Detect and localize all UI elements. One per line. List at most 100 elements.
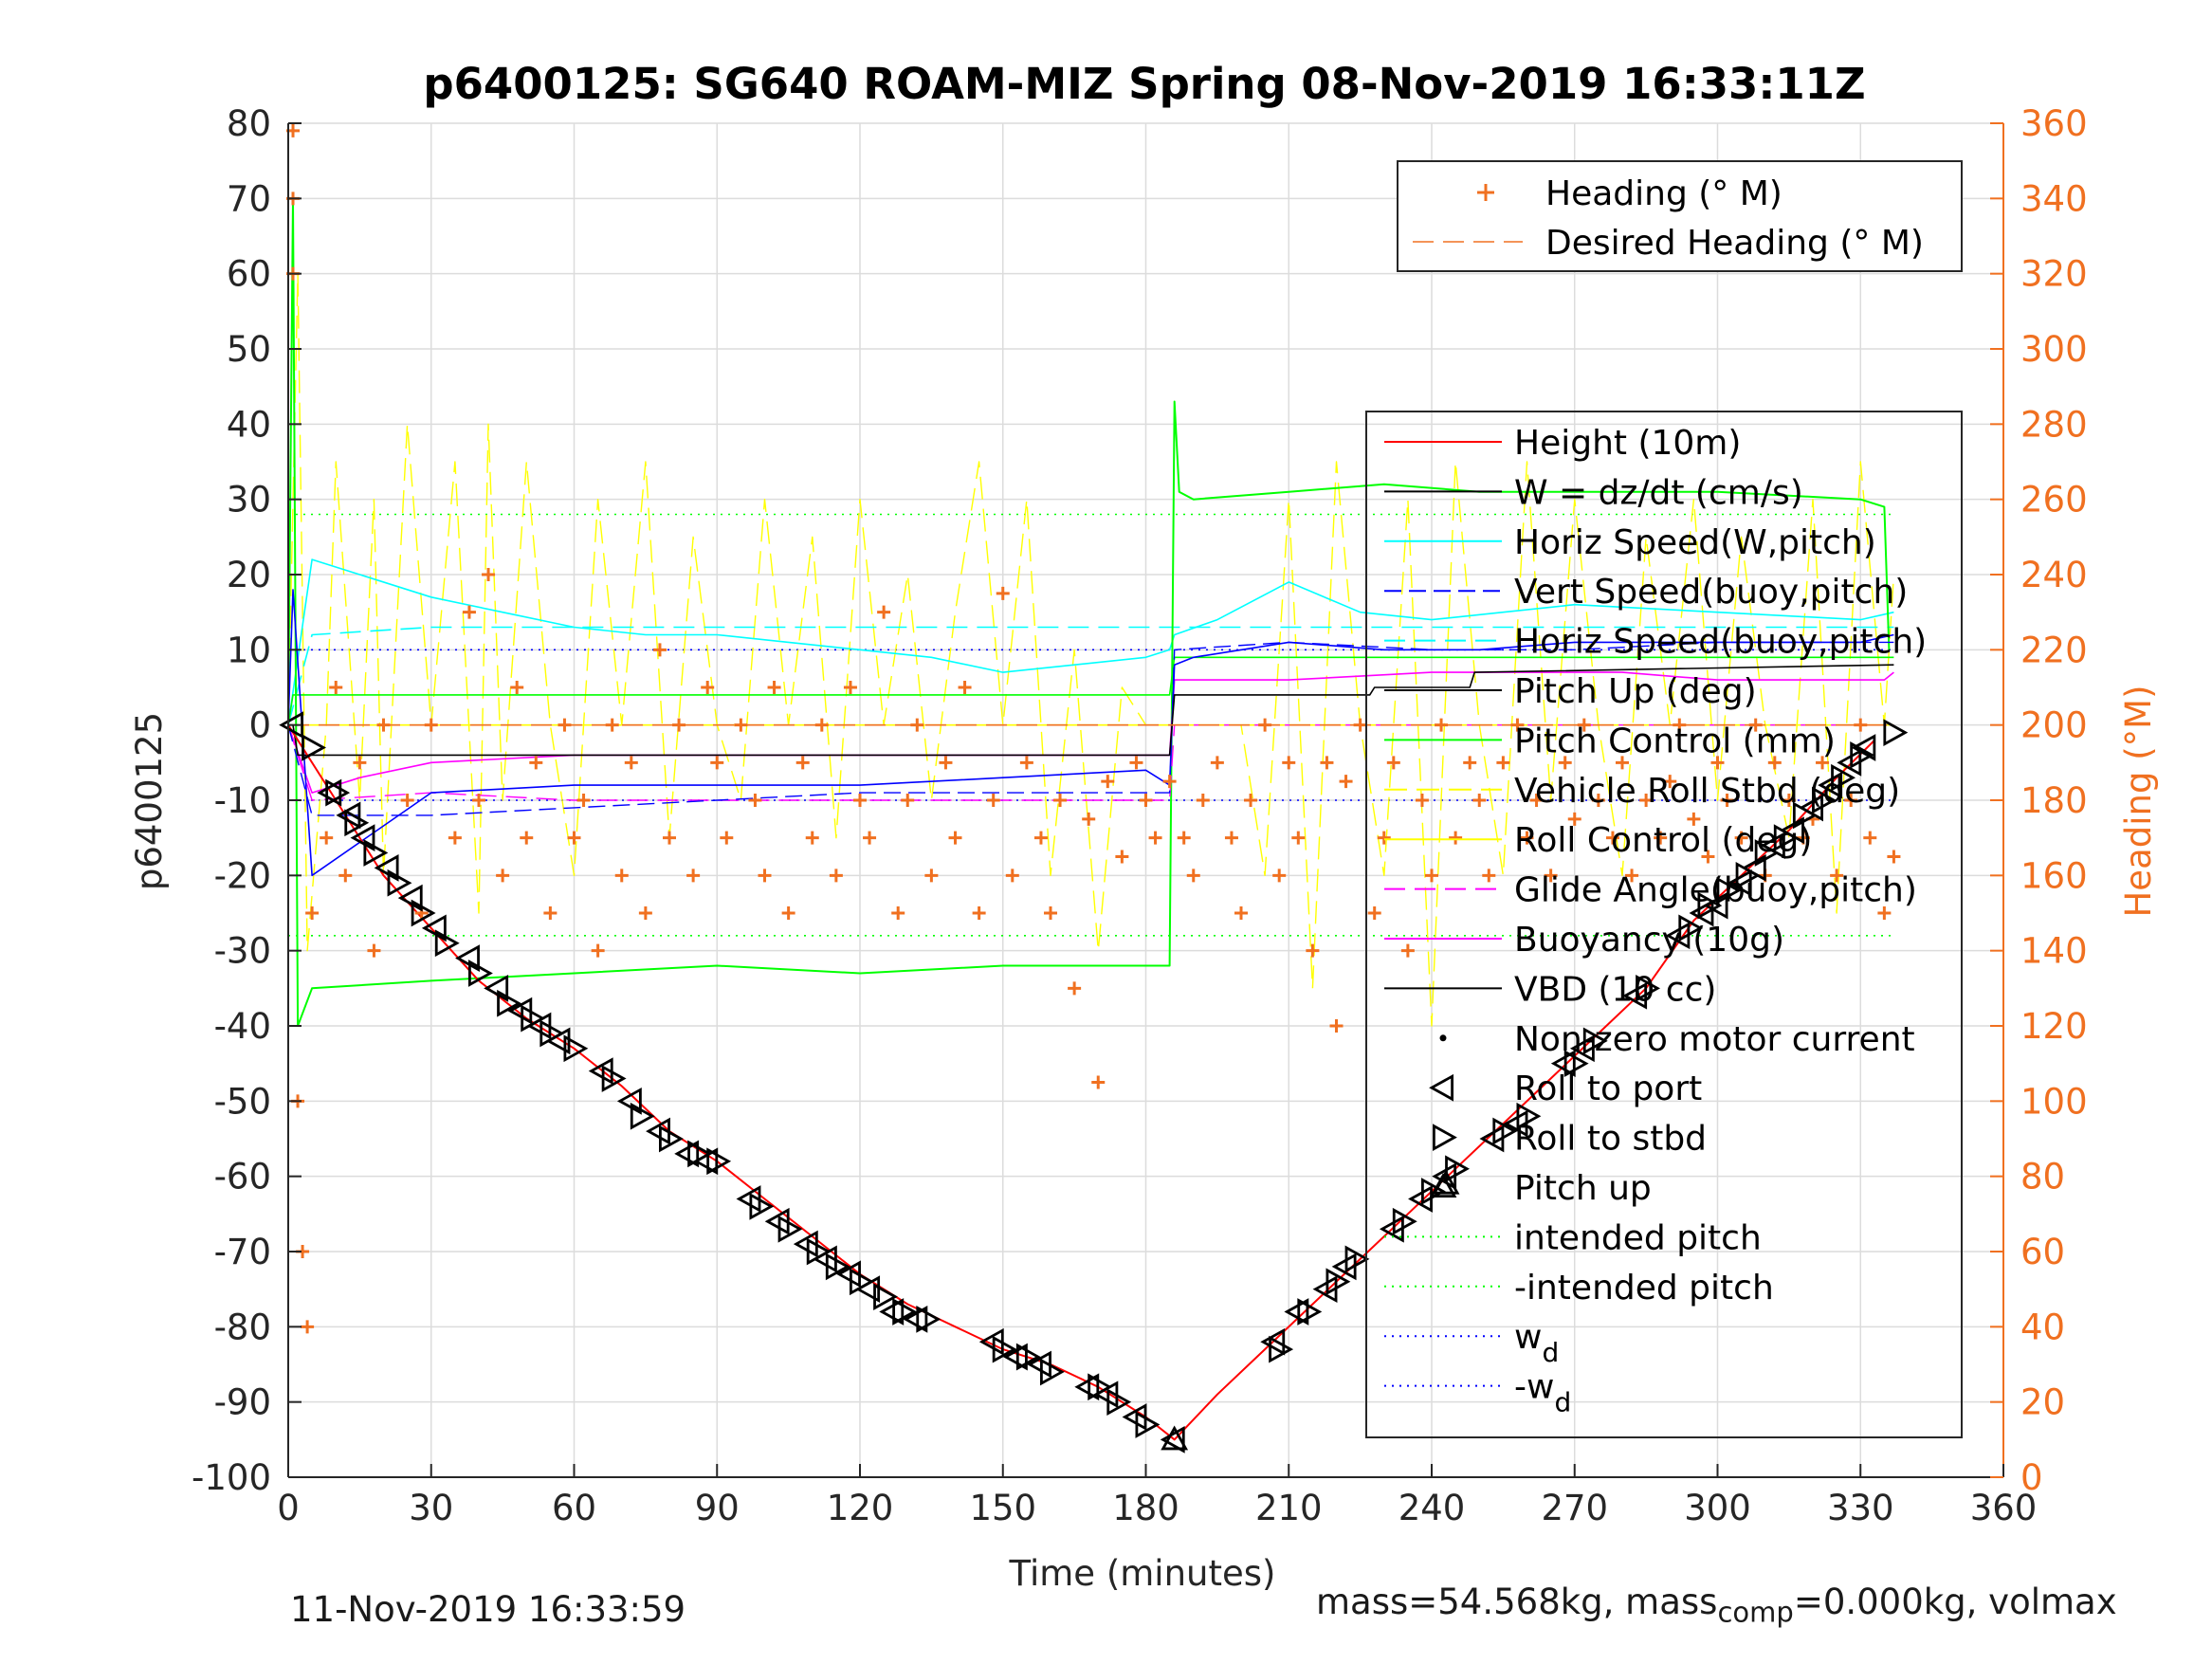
- heading-point: [1162, 775, 1177, 789]
- y-tick-label: -40: [214, 1006, 271, 1047]
- heading-point: [301, 1320, 315, 1334]
- x-tick-label: 270: [1541, 1488, 1608, 1528]
- heading-point: [1386, 756, 1400, 770]
- roll-to-stbd-marker: [1850, 741, 1875, 769]
- heading-point: [329, 681, 343, 694]
- y-tick-label: 0: [248, 705, 271, 746]
- roll-to-stbd-marker: [1445, 1155, 1471, 1183]
- heading-point: [1496, 756, 1510, 770]
- timestamp-text: 11-Nov-2019 16:33:59: [290, 1589, 686, 1630]
- roll-to-port-marker: [1160, 1425, 1185, 1454]
- roll-to-port-marker: [279, 711, 304, 740]
- heading-point: [1701, 850, 1715, 864]
- legend-swatch: [1439, 1034, 1447, 1042]
- roll-to-port-marker: [1002, 1343, 1028, 1371]
- legend-main-frame: [1365, 411, 1963, 1438]
- roll-to-stbd-marker: [1812, 786, 1837, 814]
- heading-point: [1435, 718, 1449, 732]
- roll-to-port-marker: [1703, 891, 1728, 920]
- heading-point: [1510, 718, 1525, 732]
- heading-point: [829, 869, 843, 883]
- roll-to-stbd-marker: [563, 1034, 589, 1063]
- roll-to-stbd-marker: [1088, 1373, 1113, 1401]
- heading-point: [734, 718, 748, 732]
- y-tick-label: -70: [214, 1232, 271, 1272]
- heading-point: [1767, 756, 1782, 770]
- x-tick-label: 60: [552, 1488, 596, 1528]
- roll-to-port-marker: [1260, 1327, 1286, 1356]
- heading-point: [853, 794, 867, 807]
- roll-to-stbd-marker: [1297, 1298, 1323, 1326]
- heading-point: [576, 794, 591, 807]
- y-tick-label: 50: [227, 329, 271, 370]
- roll-to-port-marker: [1074, 1373, 1100, 1401]
- heading-point: [605, 718, 619, 732]
- heading-point: [986, 794, 1000, 807]
- heading-point: [376, 718, 391, 732]
- heading-point: [1329, 1019, 1344, 1033]
- roll-to-stbd-marker: [344, 809, 370, 837]
- roll-to-stbd-marker: [521, 1004, 546, 1033]
- y2-tick-label: 80: [2020, 1157, 2065, 1198]
- heading-point: [1400, 943, 1415, 958]
- heading-point: [1053, 794, 1068, 807]
- legend-label: Vehicle Roll Stbd (deg): [1514, 772, 1900, 811]
- roll-to-stbd-marker: [539, 1019, 565, 1048]
- heading-point: [758, 869, 772, 883]
- heading-point: [1529, 794, 1544, 807]
- heading-point: [1272, 869, 1287, 883]
- heading-point: [558, 718, 572, 732]
- heading-point: [1782, 794, 1796, 807]
- legend-label: Pitch Up (deg): [1514, 672, 1757, 711]
- y2-tick-label: 40: [2020, 1307, 2065, 1347]
- heading-point: [1577, 718, 1591, 732]
- roll-to-stbd-marker: [1492, 1117, 1518, 1145]
- roll-to-port-marker: [1550, 1050, 1576, 1078]
- heading-point: [1320, 756, 1334, 770]
- roll-to-stbd-marker: [1735, 861, 1761, 889]
- heading-point: [624, 756, 638, 770]
- heading-point: [805, 831, 819, 845]
- legend-label: Horiz Speed(buoy,pitch): [1514, 623, 1927, 662]
- chart-title: p6400125: SG640 ROAM-MIZ Spring 08-Nov-2…: [423, 59, 1865, 109]
- y-tick-label: -100: [192, 1457, 271, 1498]
- legend-label: Roll to port: [1514, 1070, 1702, 1108]
- heading-point: [1258, 718, 1272, 732]
- x-tick-label: 30: [409, 1488, 453, 1528]
- roll-to-stbd-marker: [706, 1147, 732, 1176]
- heading-point: [1639, 794, 1654, 807]
- y2-tick-label: 100: [2020, 1081, 2088, 1122]
- mass-prefix: mass=54.568kg, mass: [1316, 1582, 1718, 1622]
- legend-swatch: [1433, 1124, 1457, 1151]
- roll-to-port-marker: [1284, 1298, 1309, 1326]
- heading-point: [353, 756, 367, 770]
- heading-point: [367, 943, 381, 958]
- heading-point: [1544, 869, 1558, 883]
- roll-to-stbd-marker: [1697, 891, 1723, 920]
- heading-point: [1654, 831, 1668, 845]
- legend-heading-label: Heading (° M): [1545, 174, 1782, 213]
- heading-point: [1196, 794, 1210, 807]
- mass-annotation: mass=54.568kg, masscomp=0.000kg, volmax: [1316, 1582, 2117, 1628]
- roll-to-stbd-marker: [1040, 1358, 1065, 1386]
- y-tick-label: -90: [214, 1382, 271, 1423]
- heading-point: [948, 831, 962, 845]
- roll-to-stbd-marker: [1516, 1102, 1542, 1130]
- heading-point: [320, 831, 334, 845]
- heading-point: [863, 831, 877, 845]
- heading-point: [1710, 756, 1725, 770]
- heading-point: [614, 869, 629, 883]
- heading-point: [686, 869, 701, 883]
- y-tick-label: -80: [214, 1307, 271, 1347]
- heading-point: [1567, 812, 1581, 826]
- legend-label: Vert Speed(buoy,pitch): [1514, 573, 1908, 612]
- heading-point: [710, 756, 724, 770]
- roll-to-stbd-marker: [825, 1253, 850, 1281]
- series-line: [287, 626, 1894, 725]
- legend-label: Pitch up: [1514, 1169, 1652, 1208]
- series-line: [287, 724, 1894, 801]
- roll-to-stbd-marker: [992, 1335, 1017, 1363]
- y-tick-label: 80: [227, 103, 271, 144]
- heading-point: [1091, 1075, 1106, 1089]
